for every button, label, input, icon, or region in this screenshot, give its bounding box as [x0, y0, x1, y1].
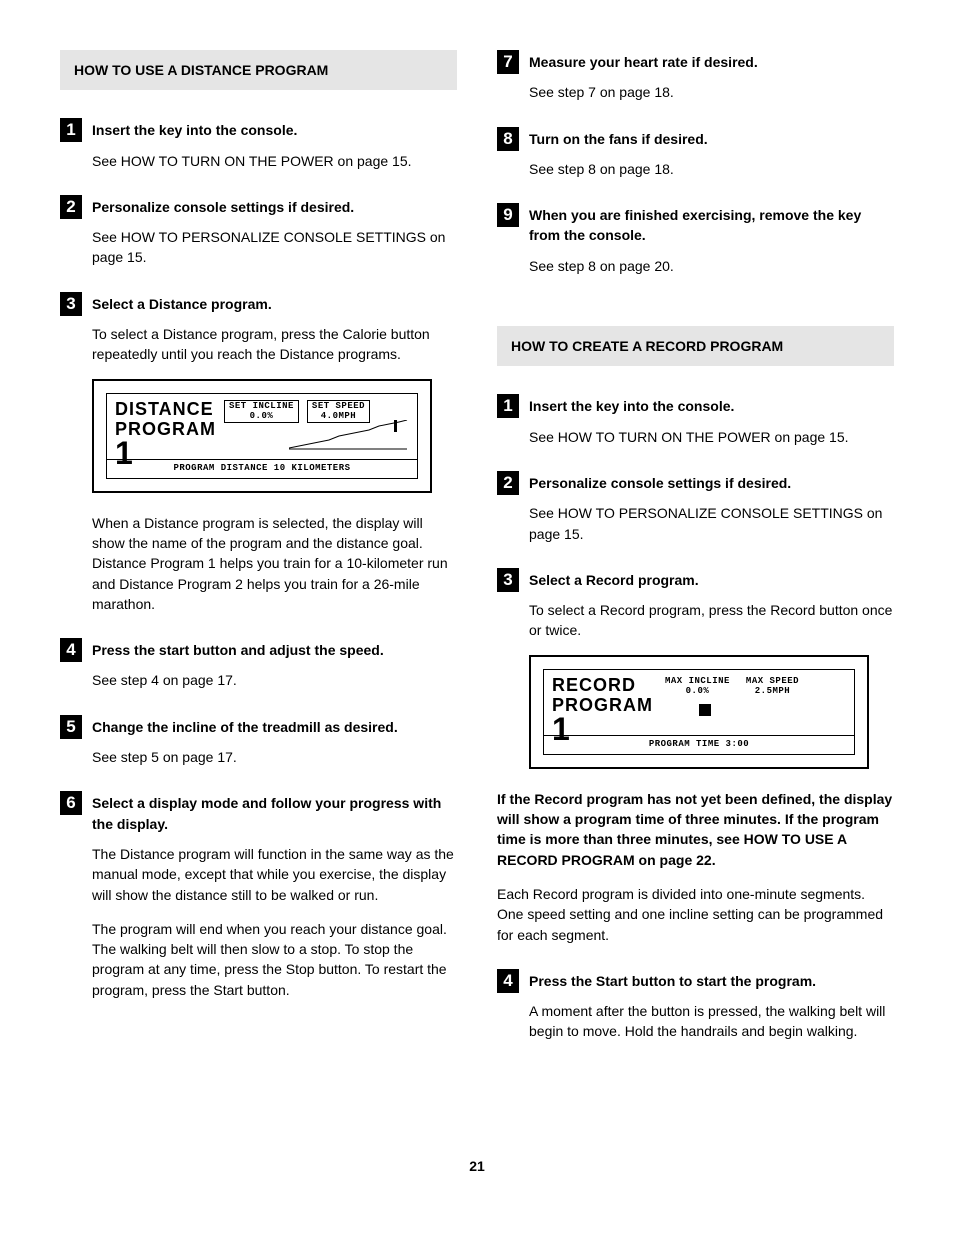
step-number: 1 — [60, 118, 82, 142]
step-number: 5 — [60, 715, 82, 739]
step-number: 8 — [497, 127, 519, 151]
step-text: See step 8 on page 20. — [529, 256, 894, 276]
lcd-chart-icon — [289, 420, 409, 450]
lcd-title-line1: RECORD — [552, 676, 653, 694]
step-number: 7 — [497, 50, 519, 74]
step-text-bold: If the Record program has not yet been d… — [497, 789, 894, 870]
step-text: To select a Distance program, press the … — [92, 324, 457, 365]
step-text: See step 5 on page 17. — [92, 747, 457, 767]
step-number: 2 — [60, 195, 82, 219]
lcd-bottom-text: PROGRAM DISTANCE 10 KILOMETERS — [107, 459, 417, 475]
step-title: Insert the key into the console. — [92, 120, 457, 140]
step: 7 Measure your heart rate if desired. Se… — [497, 50, 894, 103]
step-number: 9 — [497, 203, 519, 227]
step: 8 Turn on the fans if desired. See step … — [497, 127, 894, 180]
step-title: Measure your heart rate if desired. — [529, 52, 894, 72]
step: 3 Select a Distance program. To select a… — [60, 292, 457, 614]
step-number: 4 — [497, 969, 519, 993]
step-text: When a Distance program is selected, the… — [92, 513, 457, 614]
step-text: The program will end when you reach your… — [92, 919, 457, 1000]
lcd-title-line1: DISTANCE — [115, 400, 216, 418]
lcd-display-record: RECORD PROGRAM 1 MAX INCLINE 0.0% MAX SP… — [529, 655, 869, 769]
step-text: To select a Record program, press the Re… — [529, 600, 894, 641]
step-title: When you are finished exercising, remove… — [529, 205, 894, 246]
lcd-display-distance: DISTANCE PROGRAM 1 SET INCLINE 0.0% SET … — [92, 379, 432, 493]
step: 2 Personalize console settings if desire… — [60, 195, 457, 268]
step: 1 Insert the key into the console. See H… — [497, 394, 894, 447]
step-text: A moment after the button is pressed, th… — [529, 1001, 894, 1042]
step-text: Each Record program is divided into one-… — [497, 884, 894, 945]
step-text: See HOW TO PERSONALIZE CONSOLE SETTINGS … — [529, 503, 894, 544]
step-text: See step 4 on page 17. — [92, 670, 457, 690]
step-number: 3 — [60, 292, 82, 316]
lcd-bottom-text: PROGRAM TIME 3:00 — [544, 735, 854, 751]
step-text: See step 7 on page 18. — [529, 82, 894, 102]
step: 3 Select a Record program. To select a R… — [497, 568, 894, 945]
step-title: Personalize console settings if desired. — [529, 473, 894, 493]
step-title: Turn on the fans if desired. — [529, 129, 894, 149]
lcd-incline-box: SET INCLINE 0.0% — [224, 400, 299, 424]
step-text: See step 8 on page 18. — [529, 159, 894, 179]
step-title: Insert the key into the console. — [529, 396, 894, 416]
step-title: Change the incline of the treadmill as d… — [92, 717, 457, 737]
step-text: The Distance program will function in th… — [92, 844, 457, 905]
step: 4 Press the Start button to start the pr… — [497, 969, 894, 1042]
step-title: Select a Record program. — [529, 570, 894, 590]
step-number: 3 — [497, 568, 519, 592]
section-header-distance: HOW TO USE A DISTANCE PROGRAM — [60, 50, 457, 90]
lcd-speed-box: MAX SPEED 2.5MPH — [742, 676, 803, 698]
step: 5 Change the incline of the treadmill as… — [60, 715, 457, 768]
lcd-segment-icon — [699, 704, 711, 716]
right-column: 7 Measure your heart rate if desired. Se… — [497, 50, 894, 1066]
step-number: 6 — [60, 791, 82, 815]
step: 1 Insert the key into the console. See H… — [60, 118, 457, 171]
page-number: 21 — [60, 1156, 894, 1176]
step-text: See HOW TO TURN ON THE POWER on page 15. — [529, 427, 894, 447]
step-title: Press the start button and adjust the sp… — [92, 640, 457, 660]
lcd-incline-box: MAX INCLINE 0.0% — [661, 676, 734, 698]
step-title: Select a Distance program. — [92, 294, 457, 314]
step-title: Personalize console settings if desired. — [92, 197, 457, 217]
step-text: See HOW TO PERSONALIZE CONSOLE SETTINGS … — [92, 227, 457, 268]
step: 6 Select a display mode and follow your … — [60, 791, 457, 1000]
step: 4 Press the start button and adjust the … — [60, 638, 457, 691]
step-number: 1 — [497, 394, 519, 418]
step-number: 4 — [60, 638, 82, 662]
step-title: Select a display mode and follow your pr… — [92, 793, 457, 834]
section-header-record: HOW TO CREATE A RECORD PROGRAM — [497, 326, 894, 366]
step-text: See HOW TO TURN ON THE POWER on page 15. — [92, 151, 457, 171]
step: 9 When you are finished exercising, remo… — [497, 203, 894, 276]
step-title: Press the Start button to start the prog… — [529, 971, 894, 991]
step-number: 2 — [497, 471, 519, 495]
two-column-layout: HOW TO USE A DISTANCE PROGRAM 1 Insert t… — [60, 50, 894, 1066]
step: 2 Personalize console settings if desire… — [497, 471, 894, 544]
left-column: HOW TO USE A DISTANCE PROGRAM 1 Insert t… — [60, 50, 457, 1066]
